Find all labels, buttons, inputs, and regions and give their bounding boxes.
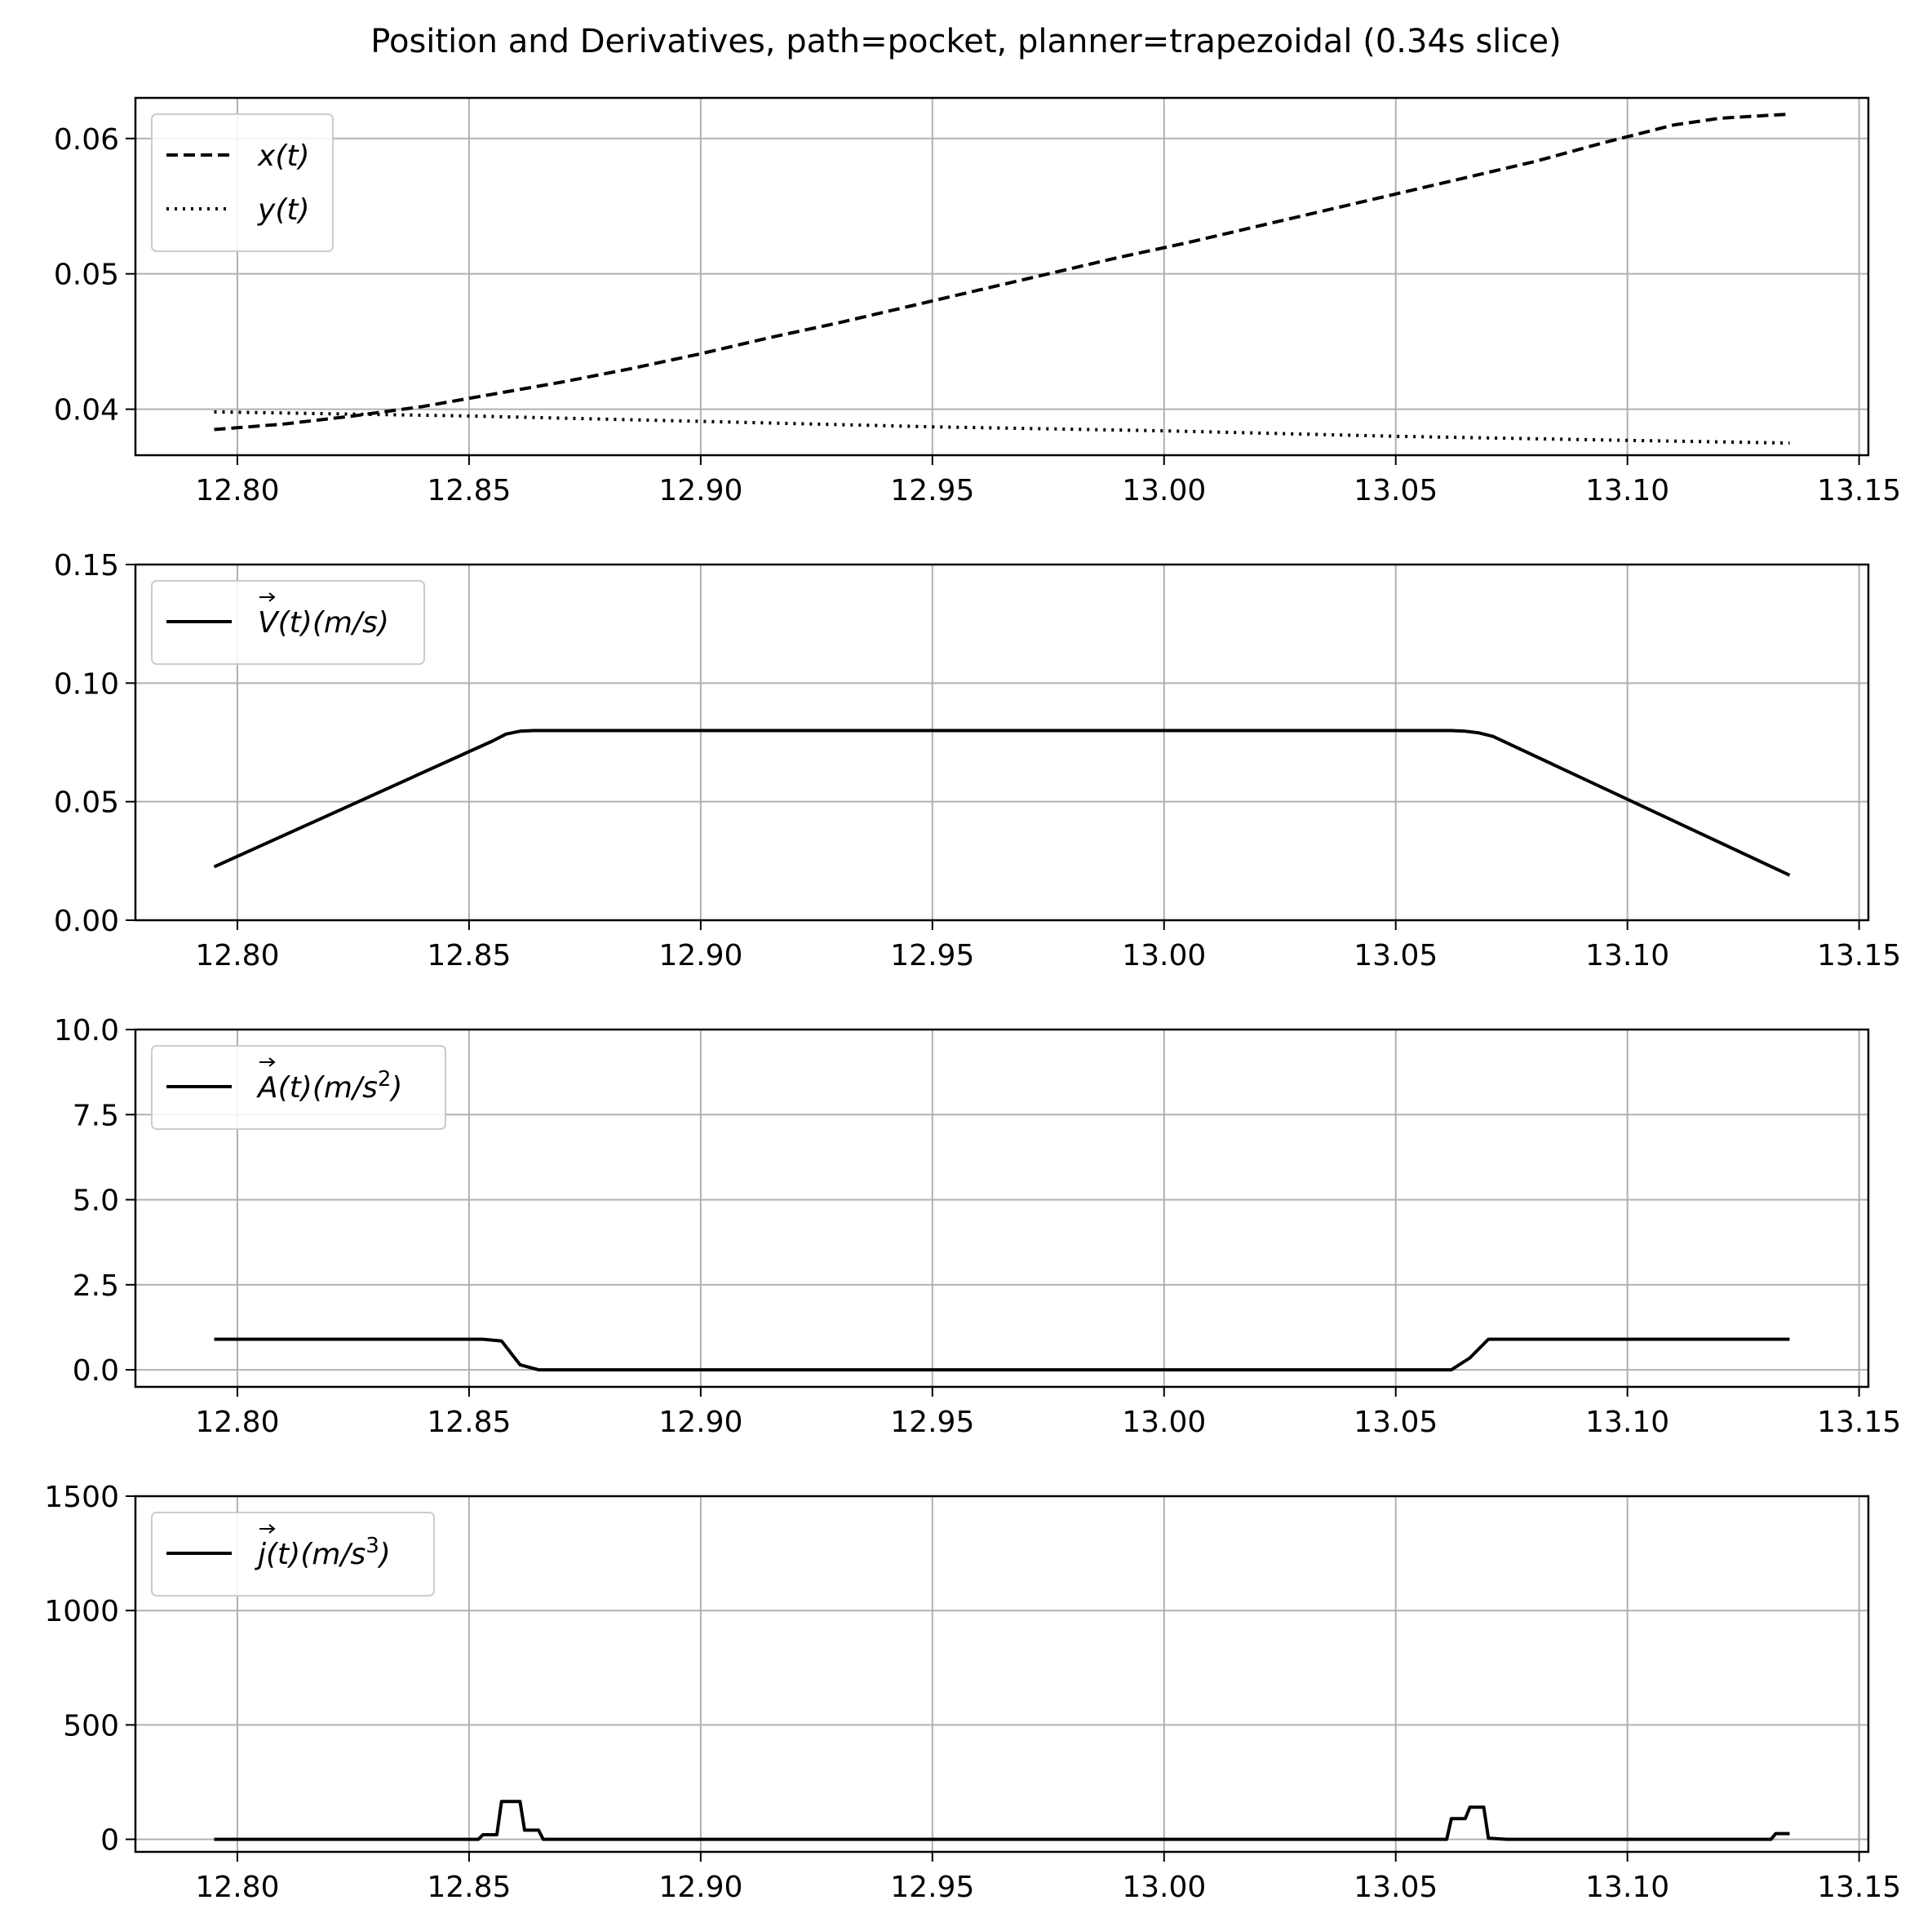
acceleration-x-tick-label: 12.90 <box>658 1406 742 1439</box>
jerk-x-tick-label: 13.00 <box>1122 1871 1206 1904</box>
velocity-x-tick-label: 13.00 <box>1122 939 1206 972</box>
acceleration-panel: 12.80 12.85 12.90 12.95 13.00 13.05 13.10 13.15… <box>54 1014 1901 1439</box>
position-series-line-2 <box>214 410 1790 445</box>
acceleration-x-tick-label: 13.00 <box>1122 1406 1206 1439</box>
position-plot-area <box>135 98 1868 455</box>
acceleration-y-tick-label: 5.0 <box>73 1185 119 1218</box>
acceleration-x-tick-label: 12.80 <box>195 1406 279 1439</box>
position-legend <box>151 113 334 252</box>
acceleration-x-tick-label: 12.85 <box>427 1406 511 1439</box>
position-series-line-1 <box>214 112 1790 432</box>
jerk-legend-label: j(t)(m/s3) <box>254 1534 391 1571</box>
velocity-x-tick-label: 12.95 <box>890 939 974 972</box>
jerk-x-tick-label: 13.10 <box>1585 1871 1669 1904</box>
velocity-x-tick-label: 13.15 <box>1817 939 1901 972</box>
position-x-tick-label: 12.85 <box>427 474 511 507</box>
velocity-x-tick-label: 12.80 <box>195 939 279 972</box>
acceleration-y-tick-label: 0.0 <box>73 1354 119 1388</box>
acceleration-x-tick-label: 12.95 <box>890 1406 974 1439</box>
velocity-x-tick-label: 13.10 <box>1585 939 1669 972</box>
position-legend-label: y(t) <box>257 193 310 227</box>
position-x-tick-label: 12.95 <box>890 474 974 507</box>
velocity-legend-vector-arrow <box>259 592 276 602</box>
acceleration-y-tick-label: 2.5 <box>73 1269 119 1303</box>
velocity-series-line-1 <box>213 729 1791 877</box>
velocity-y-tick-label: 0.00 <box>54 905 119 938</box>
jerk-y-tick-label: 1000 <box>44 1595 119 1628</box>
jerk-x-tick-label: 12.90 <box>658 1871 742 1904</box>
jerk-series-line-1 <box>214 1800 1790 1841</box>
acceleration-axes-frame <box>134 1028 1870 1388</box>
position-x-tick-label: 12.90 <box>658 474 742 507</box>
jerk-x-tick-label: 12.95 <box>890 1871 974 1904</box>
velocity-y-tick-label: 0.15 <box>54 549 119 582</box>
velocity-y-tick-label: 0.05 <box>54 786 119 820</box>
position-x-tick-label: 13.05 <box>1354 474 1438 507</box>
jerk-legend-vector-arrow <box>259 1524 276 1534</box>
acceleration-series-line-1 <box>214 1337 1790 1372</box>
jerk-legend <box>151 1512 435 1597</box>
jerk-y-tick-label: 1500 <box>44 1481 119 1514</box>
velocity-legend <box>151 580 425 665</box>
position-x-tick-label: 13.10 <box>1585 474 1669 507</box>
figure-title: Position and Derivatives, path=pocket, p… <box>370 23 1561 60</box>
position-y-tick-label: 0.06 <box>54 123 119 157</box>
acceleration-legend-vector-arrow <box>259 1057 276 1067</box>
jerk-y-tick-label: 0 <box>100 1824 119 1858</box>
jerk-x-tick-label: 12.80 <box>195 1871 279 1904</box>
acceleration-x-tick-label: 13.15 <box>1817 1406 1901 1439</box>
jerk-panel: 12.80 12.85 12.90 12.95 13.00 13.05 13.10 13.15… <box>44 1481 1901 1904</box>
velocity-y-tick-label: 0.10 <box>54 667 119 701</box>
jerk-x-tick-label: 13.15 <box>1817 1871 1901 1904</box>
velocity-axes-frame <box>134 563 1870 922</box>
velocity-x-tick-label: 12.90 <box>658 939 742 972</box>
position-x-tick-label: 13.15 <box>1817 474 1901 507</box>
velocity-legend-label: V(t)(m/s) <box>258 606 389 640</box>
jerk-axes-frame <box>134 1495 1870 1853</box>
acceleration-y-tick-label: 7.5 <box>73 1099 119 1132</box>
position-y-tick-label: 0.04 <box>54 394 119 427</box>
position-y-tick-label: 0.05 <box>54 259 119 292</box>
velocity-panel: 12.80 12.85 12.90 12.95 13.00 13.05 13.10 13.15… <box>54 549 1901 972</box>
jerk-x-tick-label: 12.85 <box>427 1871 511 1904</box>
position-panel: 12.80 12.85 12.90 12.95 13.00 13.05 13.10 13.15… <box>54 96 1901 507</box>
acceleration-legend-label: A(t)(m/s2) <box>256 1067 402 1105</box>
velocity-x-tick-label: 13.05 <box>1354 939 1438 972</box>
acceleration-legend <box>151 1045 446 1130</box>
position-axes-frame <box>134 96 1870 457</box>
velocity-x-tick-label: 12.85 <box>427 939 511 972</box>
acceleration-y-tick-label: 10.0 <box>54 1014 119 1047</box>
jerk-x-tick-label: 13.05 <box>1354 1871 1438 1904</box>
acceleration-x-tick-label: 13.05 <box>1354 1406 1438 1439</box>
position-legend-label: x(t) <box>257 140 310 173</box>
position-x-tick-label: 12.80 <box>195 474 279 507</box>
acceleration-x-tick-label: 13.10 <box>1585 1406 1669 1439</box>
jerk-y-tick-label: 500 <box>63 1709 119 1743</box>
position-x-tick-label: 13.00 <box>1122 474 1206 507</box>
